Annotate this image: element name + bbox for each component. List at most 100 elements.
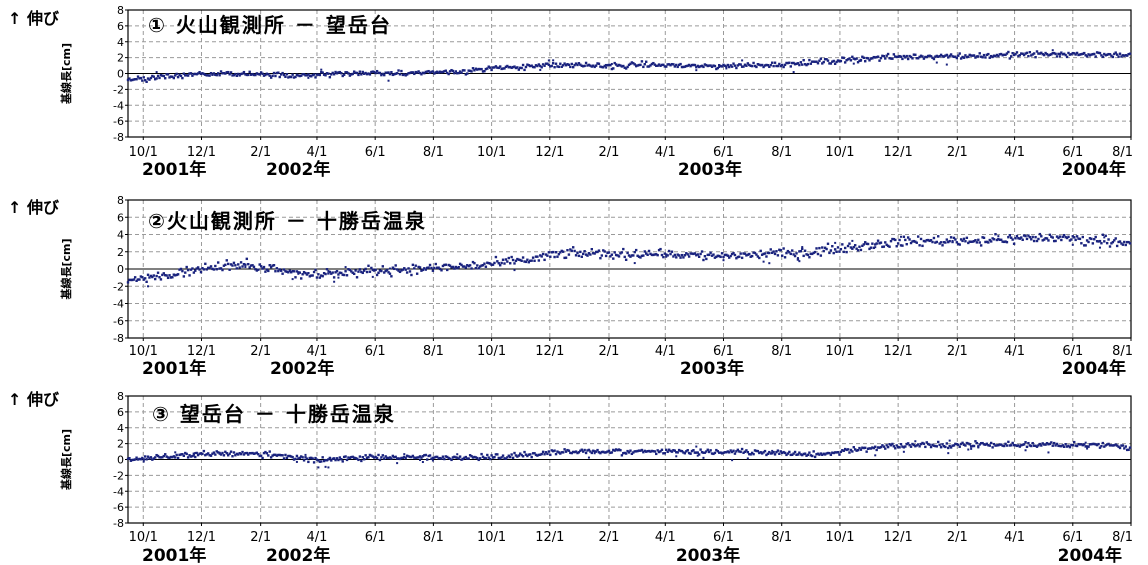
data-point (344, 71, 347, 74)
data-point (1060, 51, 1063, 54)
data-point (484, 265, 488, 268)
data-point (849, 448, 853, 452)
data-point (792, 71, 795, 74)
data-point (400, 269, 403, 272)
data-point (758, 63, 761, 66)
data-point (1051, 49, 1054, 52)
data-point (838, 250, 841, 253)
data-point (403, 73, 406, 76)
data-point (444, 69, 447, 72)
data-point (616, 64, 619, 68)
data-point (609, 63, 612, 67)
data-point (673, 449, 677, 452)
data-point (971, 444, 974, 448)
data-point (766, 251, 770, 255)
data-point (1128, 446, 1132, 449)
data-point (889, 239, 893, 243)
data-point (231, 264, 234, 267)
data-point (823, 453, 827, 456)
data-point (229, 263, 233, 266)
data-point (294, 75, 297, 79)
data-point (610, 62, 613, 65)
data-point (655, 452, 658, 456)
data-point (365, 72, 369, 76)
data-point (707, 64, 711, 67)
data-point (894, 447, 897, 450)
data-point (202, 449, 206, 453)
data-point (1062, 445, 1066, 449)
data-point (418, 71, 422, 75)
data-point (338, 70, 342, 74)
data-point (322, 271, 326, 275)
data-point (364, 454, 367, 457)
data-point (162, 272, 165, 275)
x-tick-label: 10/1 (477, 145, 506, 160)
data-point (330, 73, 333, 76)
data-point (851, 55, 854, 59)
x-tick-label: 6/1 (1062, 530, 1083, 545)
x-tick-label: 12/1 (187, 344, 216, 359)
data-point (1095, 443, 1099, 447)
data-point (231, 455, 234, 458)
data-point (604, 451, 608, 454)
data-point (292, 76, 296, 79)
data-point (719, 255, 722, 259)
data-point (806, 62, 810, 66)
data-point (128, 457, 131, 460)
data-point (308, 456, 311, 460)
data-point (440, 457, 443, 460)
data-point (994, 444, 997, 447)
data-point (138, 457, 141, 461)
data-point (793, 450, 797, 454)
data-point (683, 254, 687, 257)
data-point (1034, 55, 1037, 59)
data-point (142, 278, 145, 281)
data-point (304, 453, 307, 456)
data-point (138, 77, 141, 80)
data-point (634, 450, 638, 453)
data-point (686, 64, 689, 67)
data-point (935, 445, 938, 448)
data-point (315, 276, 319, 279)
data-point (620, 65, 624, 68)
data-point (977, 238, 980, 242)
data-point (342, 73, 346, 76)
data-point (759, 249, 762, 253)
data-point (669, 449, 672, 453)
data-point (510, 66, 513, 70)
chart-title: ②火山観測所 － 十勝岳温泉 (148, 209, 427, 233)
data-point (942, 444, 946, 448)
y-tick-label: 4 (117, 229, 124, 242)
data-point (587, 63, 591, 67)
data-point (574, 254, 578, 257)
data-point (1127, 52, 1130, 56)
x-tick-label: 12/1 (535, 530, 564, 545)
data-point (388, 272, 392, 275)
data-point (135, 279, 138, 282)
data-point (394, 455, 397, 459)
data-point (308, 275, 311, 278)
data-point (569, 248, 572, 251)
data-point (798, 260, 801, 263)
data-point (612, 448, 615, 452)
data-point (464, 73, 468, 76)
data-point (603, 451, 606, 454)
data-point (771, 449, 774, 452)
data-point (676, 253, 679, 256)
data-point (483, 456, 486, 460)
data-point (590, 247, 594, 251)
data-point (238, 266, 241, 269)
data-point (194, 72, 197, 76)
y-tick-label: 6 (117, 406, 124, 419)
data-point (938, 54, 941, 58)
data-point (490, 454, 493, 457)
data-point (1024, 441, 1027, 444)
data-point (1020, 444, 1023, 447)
data-point (194, 269, 197, 272)
x-tick-label: 6/1 (365, 530, 386, 545)
data-point (358, 70, 362, 73)
data-point (759, 451, 762, 454)
data-point (613, 61, 616, 65)
